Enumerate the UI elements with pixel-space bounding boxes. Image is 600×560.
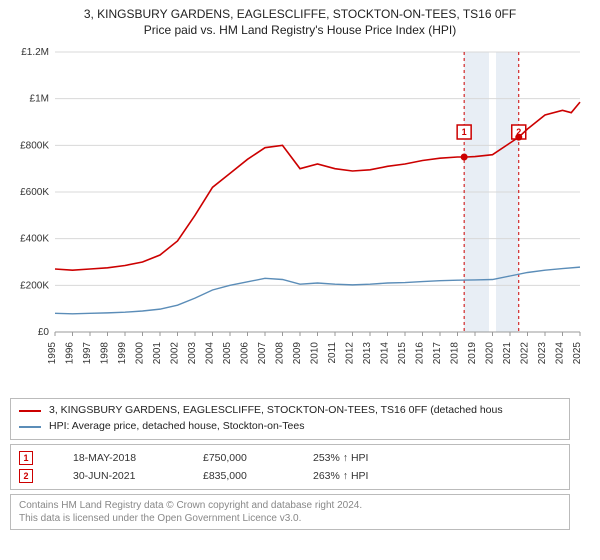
- chart-legend: 3, KINGSBURY GARDENS, EAGLESCLIFFE, STOC…: [10, 398, 570, 440]
- svg-text:2023: 2023: [537, 342, 548, 365]
- svg-text:2000: 2000: [135, 342, 146, 365]
- svg-text:2013: 2013: [362, 342, 373, 365]
- svg-text:£200K: £200K: [20, 281, 49, 292]
- svg-text:2003: 2003: [187, 342, 198, 365]
- svg-text:1996: 1996: [65, 342, 76, 365]
- marker-id-box: 1: [19, 451, 33, 465]
- legend-swatch: [19, 410, 41, 412]
- svg-text:£1M: £1M: [30, 94, 49, 105]
- marker-date: 18-MAY-2018: [73, 452, 163, 464]
- svg-text:1: 1: [462, 127, 467, 137]
- svg-text:2019: 2019: [467, 342, 478, 365]
- svg-text:1995: 1995: [47, 342, 58, 365]
- chart-title-block: 3, KINGSBURY GARDENS, EAGLESCLIFFE, STOC…: [10, 6, 590, 38]
- svg-text:1998: 1998: [100, 342, 111, 365]
- svg-text:2022: 2022: [520, 342, 531, 365]
- svg-text:2021: 2021: [502, 342, 513, 365]
- license-line-1: Contains HM Land Registry data © Crown c…: [19, 499, 561, 512]
- svg-text:2015: 2015: [397, 342, 408, 365]
- marker-row: 1 18-MAY-2018 £750,000 253% ↑ HPI: [19, 451, 561, 465]
- svg-text:£800K: £800K: [20, 141, 49, 152]
- svg-text:2008: 2008: [275, 342, 286, 365]
- legend-label: HPI: Average price, detached house, Stoc…: [49, 419, 304, 435]
- legend-row: HPI: Average price, detached house, Stoc…: [19, 419, 561, 435]
- svg-text:2007: 2007: [257, 342, 268, 365]
- svg-text:£600K: £600K: [20, 187, 49, 198]
- title-line-2: Price paid vs. HM Land Registry's House …: [10, 22, 590, 38]
- chart-area: £0 £200K £400K £600K £800K £1M £1.2M 1995 1996 19…: [10, 42, 585, 392]
- legend-label: 3, KINGSBURY GARDENS, EAGLESCLIFFE, STOC…: [49, 403, 503, 419]
- license-block: Contains HM Land Registry data © Crown c…: [10, 494, 570, 530]
- svg-text:2012: 2012: [345, 342, 356, 365]
- svg-text:2010: 2010: [310, 342, 321, 365]
- price-chart: £0 £200K £400K £600K £800K £1M £1.2M 1995 1996 19…: [10, 42, 585, 392]
- svg-text:2025: 2025: [572, 342, 583, 365]
- svg-text:2017: 2017: [432, 342, 443, 365]
- license-line-2: This data is licensed under the Open Gov…: [19, 512, 561, 525]
- svg-text:2005: 2005: [222, 342, 233, 365]
- svg-text:2018: 2018: [450, 342, 461, 365]
- title-line-1: 3, KINGSBURY GARDENS, EAGLESCLIFFE, STOC…: [10, 6, 590, 22]
- svg-text:2006: 2006: [240, 342, 251, 365]
- markers-table: 1 18-MAY-2018 £750,000 253% ↑ HPI 2 30-J…: [10, 444, 570, 490]
- svg-text:2001: 2001: [152, 342, 163, 365]
- marker-pct: 263% ↑ HPI: [313, 470, 403, 482]
- svg-text:2016: 2016: [415, 342, 426, 365]
- svg-text:1999: 1999: [117, 342, 128, 365]
- svg-text:2009: 2009: [292, 342, 303, 365]
- legend-row: 3, KINGSBURY GARDENS, EAGLESCLIFFE, STOC…: [19, 403, 561, 419]
- svg-text:2014: 2014: [380, 342, 391, 365]
- svg-text:1997: 1997: [82, 342, 93, 365]
- marker-price: £835,000: [203, 470, 273, 482]
- svg-text:£1.2M: £1.2M: [21, 47, 49, 58]
- svg-text:2004: 2004: [205, 342, 216, 365]
- svg-text:2024: 2024: [555, 342, 566, 365]
- svg-text:£0: £0: [38, 327, 50, 338]
- svg-text:2011: 2011: [327, 342, 338, 364]
- marker-pct: 253% ↑ HPI: [313, 452, 403, 464]
- marker-date: 30-JUN-2021: [73, 470, 163, 482]
- svg-text:£400K: £400K: [20, 234, 49, 245]
- marker-id-box: 2: [19, 469, 33, 483]
- svg-text:2002: 2002: [170, 342, 181, 365]
- legend-swatch: [19, 426, 41, 428]
- marker-price: £750,000: [203, 452, 273, 464]
- marker-row: 2 30-JUN-2021 £835,000 263% ↑ HPI: [19, 469, 561, 483]
- svg-text:2020: 2020: [485, 342, 496, 365]
